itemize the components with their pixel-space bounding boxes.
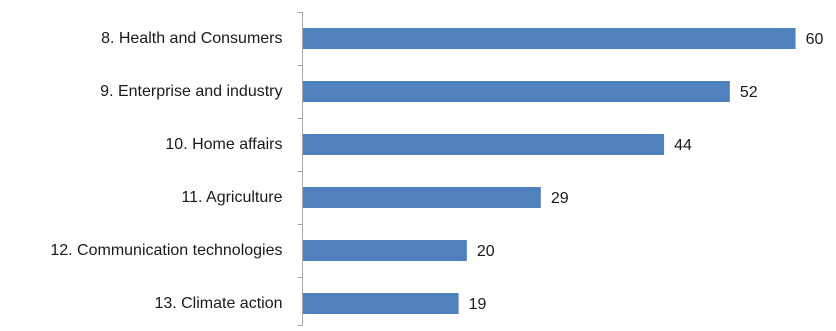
bar-12-communication-technologies bbox=[302, 240, 467, 261]
bars-layer bbox=[302, 28, 796, 314]
value-label-11-agriculture: 29 bbox=[551, 190, 569, 207]
bar-8-health-and-consumers bbox=[302, 28, 796, 49]
value-label-12-communication-technologies: 20 bbox=[477, 243, 495, 260]
bar-13-climate-action bbox=[302, 293, 459, 314]
labels-layer: 8. Health and Consumers 60 9. Enterprise a… bbox=[50, 12, 824, 326]
bar-9-enterprise-and-industry bbox=[302, 81, 730, 102]
value-label-10-home-affairs: 44 bbox=[674, 137, 692, 154]
value-label-13-climate-action: 19 bbox=[469, 296, 487, 313]
category-label-10-home-affairs: 10. Home affairs bbox=[165, 136, 282, 153]
category-label-11-agriculture: 11. Agriculture bbox=[181, 189, 282, 206]
bar-11-agriculture bbox=[302, 187, 541, 208]
category-label-8-health-and-consumers: 8. Health and Consumers bbox=[101, 30, 282, 47]
value-label-9-enterprise-and-industry: 52 bbox=[740, 84, 758, 101]
value-label-8-health-and-consumers: 60 bbox=[806, 31, 824, 48]
bar-10-home-affairs bbox=[302, 134, 665, 155]
category-label-13-climate-action: 13. Climate action bbox=[154, 295, 282, 312]
category-label-12-communication-technologies: 12. Communication technologies bbox=[50, 242, 282, 259]
category-label-9-enterprise-and-industry: 9. Enterprise and industry bbox=[100, 83, 282, 100]
